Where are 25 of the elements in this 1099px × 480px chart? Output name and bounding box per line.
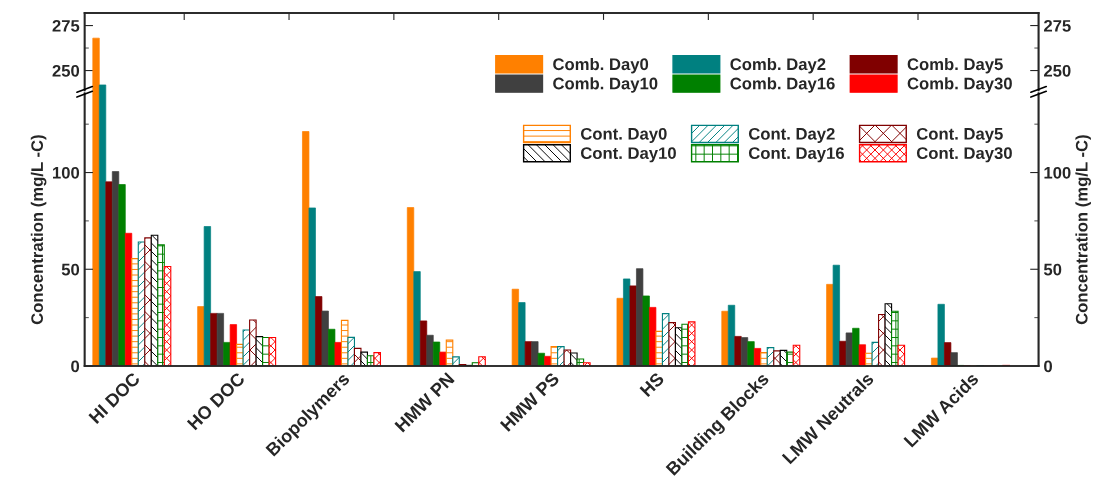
legend-label: Cont. Day16 [748,147,844,163]
y2-tick-label: 0 [1044,360,1052,373]
y2-tick-label: 100 [1044,166,1071,179]
y-tick-label: 0 [71,360,80,373]
x-tick-label: HS [639,371,665,398]
legend-label: Cont. Day0 [580,127,667,144]
legend-label: Cont. Day5 [916,127,1003,144]
y2-tick-label: 50 [1043,263,1062,276]
y-tick-label: 100 [53,166,80,179]
legend-label: Cont. Day2 [748,127,835,144]
y-tick-label: 50 [61,263,80,276]
legend-label: Comb. Day16 [730,77,835,93]
y2-axis-title: Concentration (mg/L -C) [1075,135,1091,325]
legend-label: Comb. Day5 [907,57,1003,74]
legend-label: Cont. Day30 [916,147,1012,163]
y-axis-title: Concentration (mg/L -C) [30,135,47,325]
y-tick-label: 275 [52,19,80,32]
legend-label: Cont. Day10 [580,147,676,163]
y2-tick-label: 250 [1043,64,1071,77]
legend-label: Comb. Day30 [907,77,1012,93]
y-tick-label: 250 [52,64,80,77]
legend-label: Comb. Day10 [553,77,658,93]
y2-tick-label: 275 [1043,19,1071,32]
legend-label: Comb. Day2 [730,57,826,74]
legend-label: Comb. Day0 [553,57,649,74]
